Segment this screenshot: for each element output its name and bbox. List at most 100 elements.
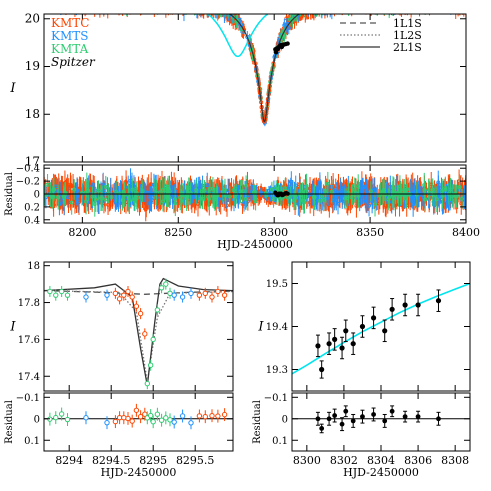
data-point	[370, 2, 373, 5]
data-point	[174, 3, 177, 6]
data-point	[375, 0, 378, 1]
data-point	[76, 0, 79, 3]
data-point	[386, 3, 389, 6]
data-point	[364, 4, 367, 7]
data-point	[155, 2, 158, 5]
data-point	[354, 0, 357, 1]
data-point	[50, 0, 53, 1]
data-point	[102, 3, 105, 6]
data-point	[325, 5, 328, 8]
data-point	[118, 0, 121, 2]
data-point	[197, 5, 200, 8]
data-point	[50, 0, 53, 2]
data-point	[159, 3, 162, 6]
data-point	[56, 0, 59, 2]
data-point	[376, 0, 379, 2]
data-point	[85, 6, 88, 9]
data-point	[78, 3, 81, 6]
data-point	[195, 0, 198, 3]
data-point	[406, 5, 409, 8]
data-point	[98, 8, 101, 11]
data-point	[123, 2, 126, 5]
data-point	[96, 5, 99, 8]
data-point	[439, 0, 442, 2]
data-point	[92, 2, 95, 5]
data-point	[405, 6, 408, 9]
data-point	[99, 3, 102, 6]
data-point	[358, 5, 361, 8]
data-point	[143, 0, 146, 2]
data-point	[188, 2, 191, 5]
data-point	[365, 4, 368, 7]
data-point	[197, 0, 200, 3]
data-point	[307, 2, 310, 5]
data-point	[172, 0, 175, 2]
data-point	[410, 2, 413, 5]
data-point	[206, 4, 209, 7]
data-point	[407, 4, 410, 7]
data-point	[51, 0, 54, 2]
data-point	[232, 14, 237, 16]
data-point	[49, 0, 52, 3]
data-point	[336, 0, 339, 2]
data-point	[115, 0, 118, 1]
data-point	[215, 10, 218, 13]
data-point	[312, 4, 315, 7]
data-point	[328, 3, 331, 6]
data-point	[52, 1, 55, 4]
data-point	[422, 1, 425, 4]
data-point	[425, 4, 428, 7]
data-point	[390, 6, 393, 9]
data-point	[75, 0, 78, 1]
data-point	[366, 0, 369, 3]
data-point	[93, 0, 96, 2]
data-point	[150, 0, 153, 3]
data-point	[147, 2, 150, 5]
data-point	[221, 7, 224, 10]
data-point	[72, 4, 75, 7]
data-point	[75, 0, 78, 2]
data-point	[455, 3, 458, 6]
data-point	[139, 0, 142, 3]
data-point	[169, 1, 172, 4]
data-point	[166, 0, 169, 3]
data-point	[410, 3, 413, 6]
data-point	[187, 2, 190, 5]
data-point	[98, 1, 101, 4]
data-point	[164, 0, 167, 3]
data-point	[315, 3, 318, 6]
data-point	[307, 5, 310, 8]
data-point	[145, 3, 148, 6]
data-point	[329, 8, 332, 11]
data-point	[373, 0, 376, 2]
data-point	[436, 0, 439, 2]
data-point	[343, 2, 346, 5]
data-point	[107, 2, 110, 5]
data-point	[100, 2, 103, 5]
data-point	[354, 0, 357, 2]
data-point	[350, 5, 353, 8]
data-point	[442, 4, 445, 7]
data-point	[62, 3, 65, 6]
data-point	[400, 2, 403, 5]
data-point	[401, 6, 404, 9]
data-point	[323, 1, 326, 4]
data-point	[321, 6, 324, 9]
data-point	[193, 4, 196, 7]
data-point	[402, 0, 405, 2]
data-point	[210, 8, 213, 11]
top-residual-plot	[44, 168, 466, 222]
data-point	[97, 4, 100, 7]
data-point	[139, 0, 142, 3]
data-point	[462, 1, 465, 4]
data-point	[372, 4, 375, 7]
data-point	[84, 0, 87, 3]
data-point	[164, 0, 167, 1]
data-point	[102, 0, 105, 2]
data-point	[128, 4, 131, 7]
data-point	[450, 0, 453, 3]
data-point	[194, 6, 197, 9]
data-point	[93, 4, 96, 7]
data-point	[378, 0, 381, 2]
data-point	[158, 0, 161, 3]
